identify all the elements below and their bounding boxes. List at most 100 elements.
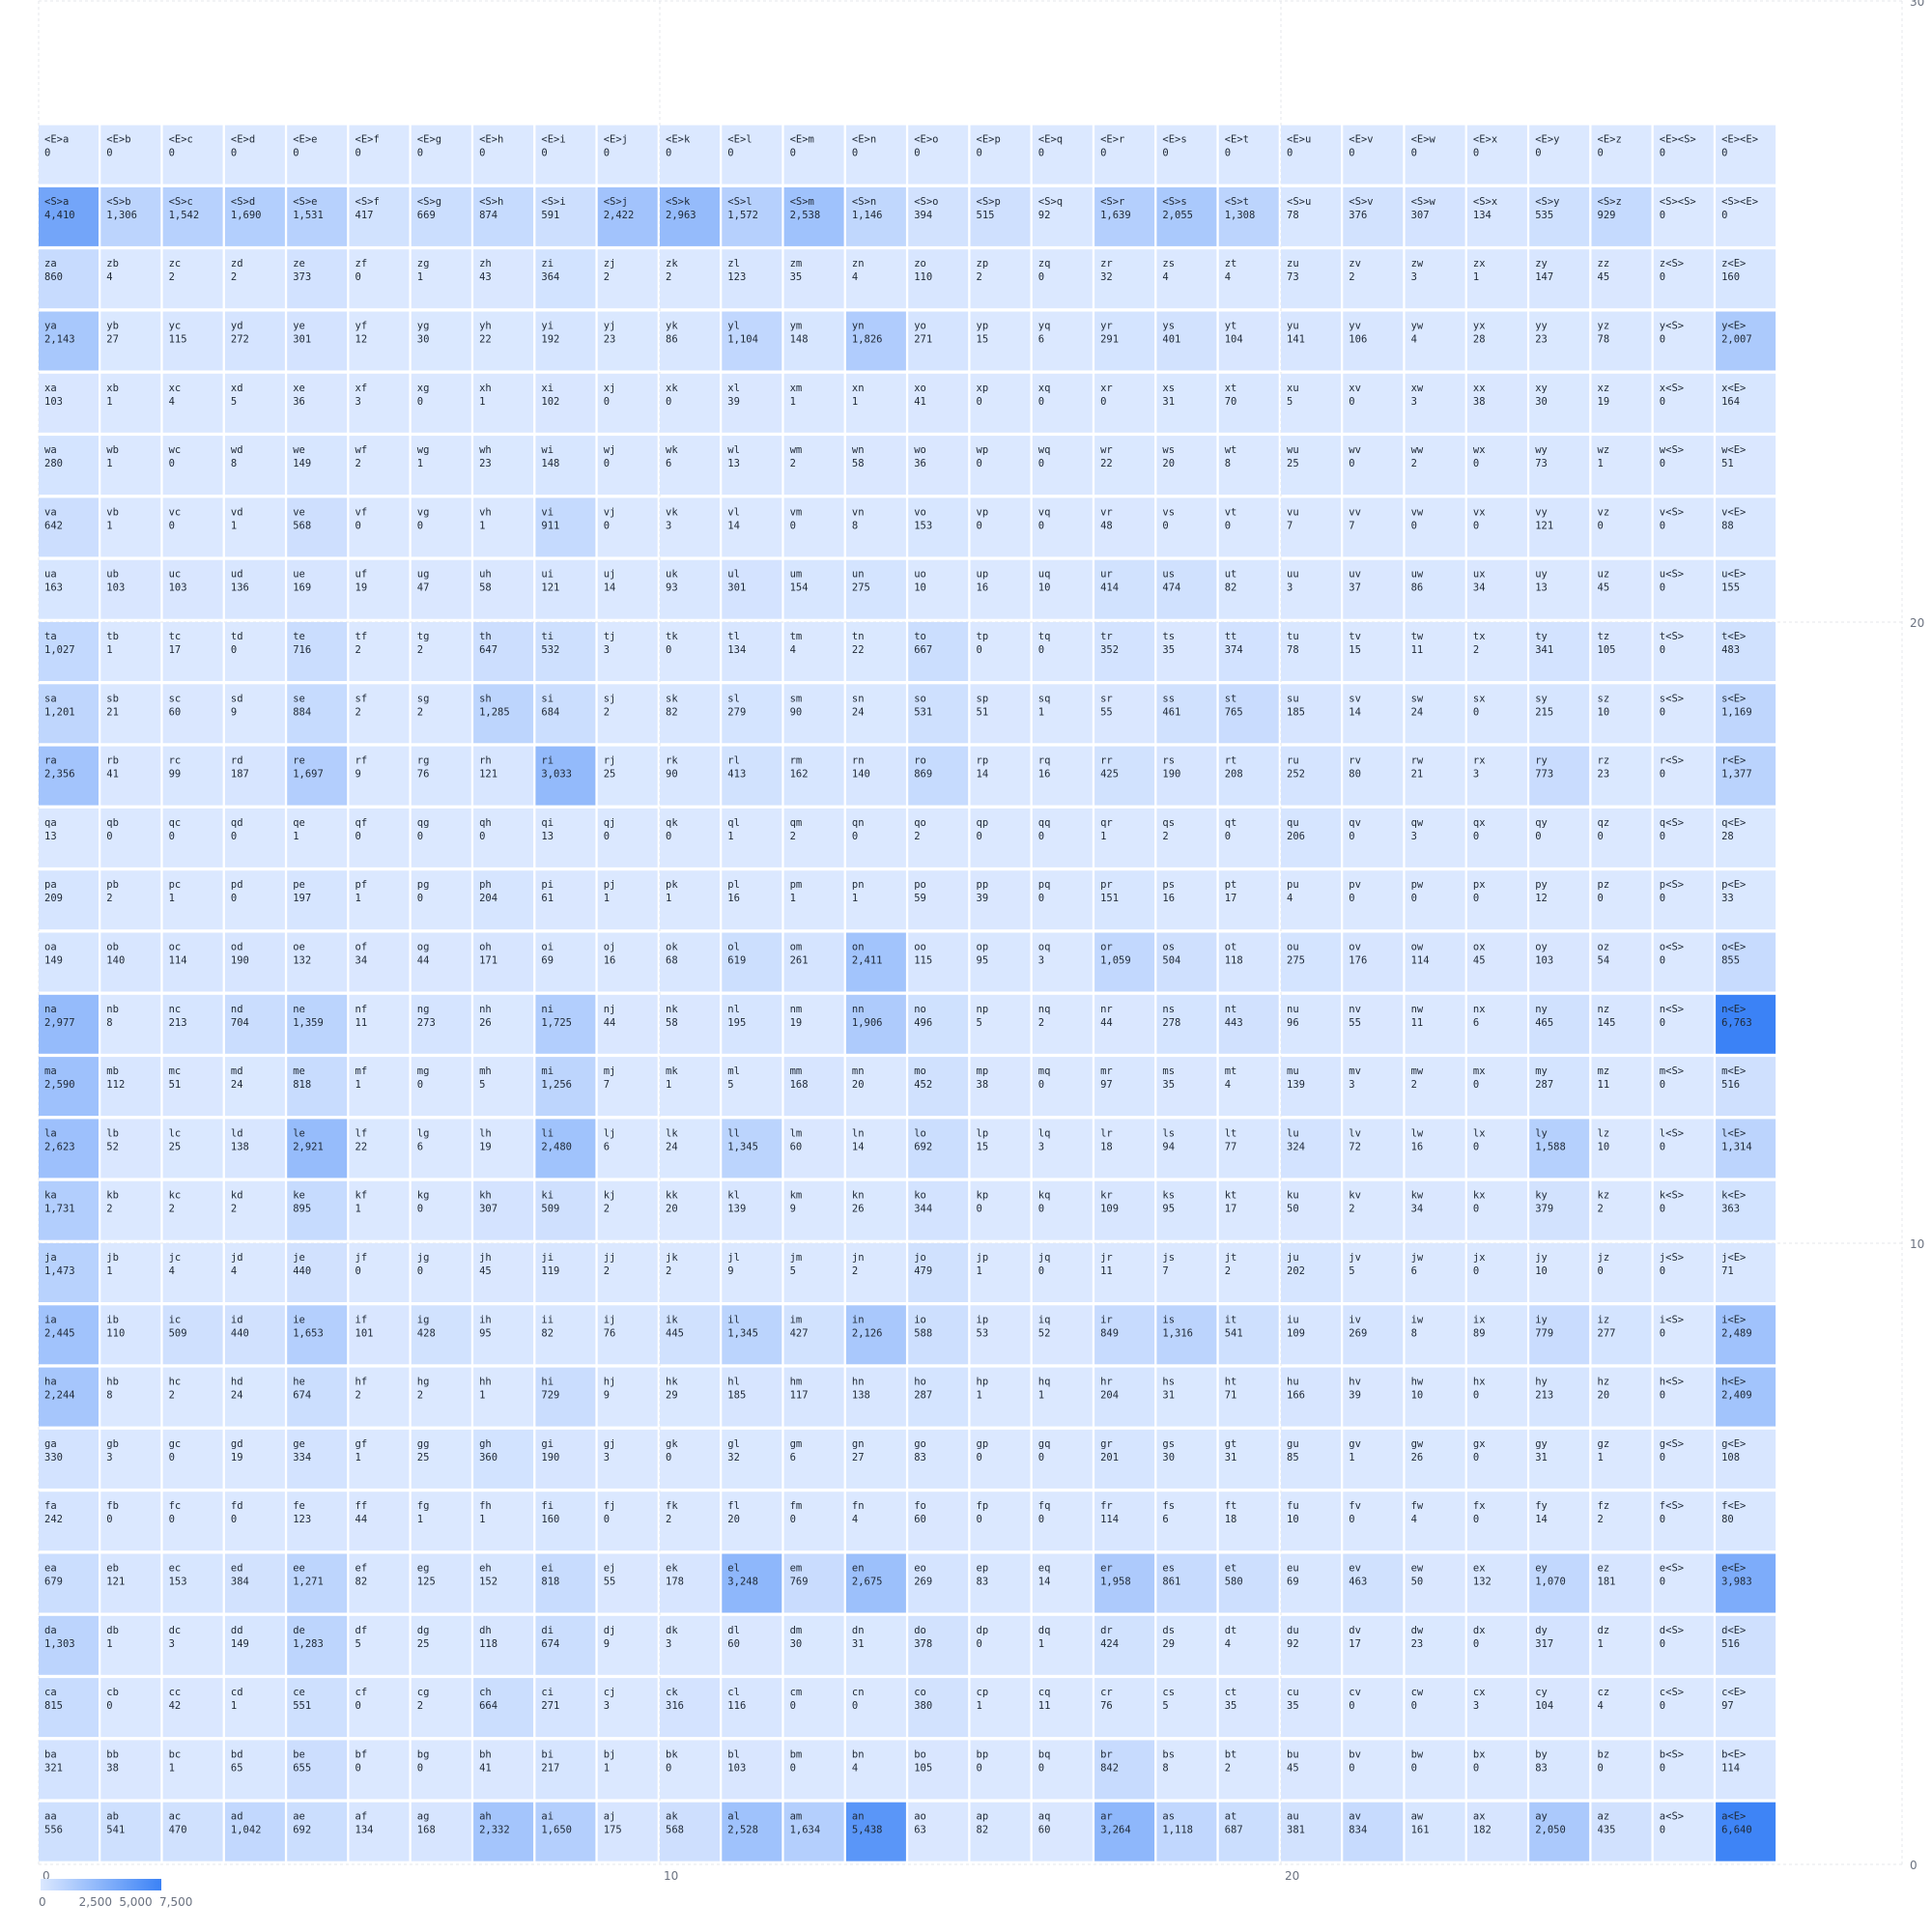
cell-rect xyxy=(39,994,99,1054)
cell-value: 33 xyxy=(1721,893,1734,904)
cell-value: 12 xyxy=(1535,893,1548,904)
cell-rect xyxy=(287,932,348,992)
cell-label: kk xyxy=(666,1190,678,1202)
cell-label: ub xyxy=(106,569,119,581)
cell-label: hk xyxy=(666,1377,678,1388)
cell-rect xyxy=(908,1243,969,1302)
cell-label: hy xyxy=(1535,1377,1548,1388)
cell-value: 381 xyxy=(1287,1825,1305,1836)
colorbar-tick-label: 2,500 xyxy=(79,1895,112,1909)
heatmap-cell: hg2 xyxy=(411,1367,471,1427)
cell-value: 77 xyxy=(1225,1141,1237,1152)
heatmap-cell: am1,634 xyxy=(783,1802,844,1861)
cell-label: le xyxy=(293,1127,305,1139)
cell-label: gr xyxy=(1100,1438,1113,1450)
cell-value: 0 xyxy=(1473,1390,1479,1402)
cell-value: 25 xyxy=(417,1638,430,1650)
cell-label: <S>y xyxy=(1535,196,1559,208)
cell-label: sd xyxy=(231,693,243,704)
cell-label: bw xyxy=(1411,1748,1424,1760)
cell-value: 3 xyxy=(666,520,671,531)
cell-label: qg xyxy=(417,817,430,829)
cell-value: 4 xyxy=(1598,1700,1604,1712)
cell-label: hv xyxy=(1349,1377,1361,1388)
heatmap-cell: ia2,445 xyxy=(39,1305,99,1365)
cell-rect xyxy=(1405,994,1465,1054)
cell-value: 4 xyxy=(1411,1514,1417,1525)
cell-label: sq xyxy=(1038,693,1051,704)
cell-rect xyxy=(845,1305,906,1365)
cell-label: rn xyxy=(852,755,865,767)
cell-label: jc xyxy=(169,1252,182,1264)
cell-label: xi xyxy=(541,383,554,394)
cell-value: 10 xyxy=(1411,1390,1424,1402)
cell-value: 4 xyxy=(852,1514,858,1525)
cell-label: dp xyxy=(977,1625,989,1636)
cell-label: rm xyxy=(790,755,803,767)
cell-label: fa xyxy=(44,1500,57,1512)
cell-label: ow xyxy=(1411,942,1424,953)
cell-value: 0 xyxy=(1100,148,1106,159)
cell-rect xyxy=(1591,1305,1652,1365)
cell-value: 10 xyxy=(1038,582,1051,594)
heatmap-cell: fw4 xyxy=(1405,1492,1465,1551)
cell-value: 0 xyxy=(1349,458,1354,469)
cell-rect xyxy=(411,1119,471,1179)
cell-value: 0 xyxy=(1473,1514,1479,1525)
cell-value: 664 xyxy=(479,1700,497,1712)
cell-value: 141 xyxy=(1287,334,1305,346)
cell-value: 2,590 xyxy=(44,1079,75,1091)
cell-rect xyxy=(411,1492,471,1551)
cell-label: zr xyxy=(1100,258,1113,270)
heatmap-cell: pv0 xyxy=(1343,870,1404,930)
heatmap-cell: bj1 xyxy=(597,1740,658,1800)
cell-rect xyxy=(597,1243,658,1302)
cell-value: 20 xyxy=(1598,1390,1610,1402)
cell-rect xyxy=(1343,1367,1404,1427)
heatmap-cell: qq0 xyxy=(1032,808,1093,867)
cell-value: 0 xyxy=(355,1700,361,1712)
cell-value: 0 xyxy=(231,831,237,842)
cell-label: my xyxy=(1535,1065,1548,1077)
cell-label: zc xyxy=(169,258,182,270)
cell-rect xyxy=(1281,994,1341,1054)
cell-label: mu xyxy=(1287,1065,1299,1077)
cell-label: ew xyxy=(1411,1563,1424,1575)
cell-rect xyxy=(597,1367,658,1427)
cell-label: yn xyxy=(852,321,865,332)
cell-rect xyxy=(1343,1740,1404,1800)
cell-label: ty xyxy=(1535,631,1548,642)
heatmap-cell: al2,528 xyxy=(722,1802,782,1861)
cell-label: kt xyxy=(1225,1190,1237,1202)
cell-label: <E>i xyxy=(541,134,565,146)
cell-rect xyxy=(39,1802,99,1861)
cell-value: 5 xyxy=(231,396,237,408)
heatmap-cell: <E>c0 xyxy=(162,125,223,185)
cell-rect xyxy=(1466,1740,1527,1800)
heatmap-cell: <E>h0 xyxy=(473,125,534,185)
cell-rect xyxy=(1529,1802,1590,1861)
heatmap-cell: p<S>0 xyxy=(1653,870,1714,930)
heatmap-cell: l<E>1,314 xyxy=(1716,1119,1776,1179)
cell-label: mb xyxy=(106,1065,119,1077)
cell-rect xyxy=(660,1678,720,1738)
cell-value: 0 xyxy=(1162,148,1168,159)
cell-value: 271 xyxy=(914,334,932,346)
cell-label: sh xyxy=(479,693,492,704)
cell-rect xyxy=(349,1243,410,1302)
